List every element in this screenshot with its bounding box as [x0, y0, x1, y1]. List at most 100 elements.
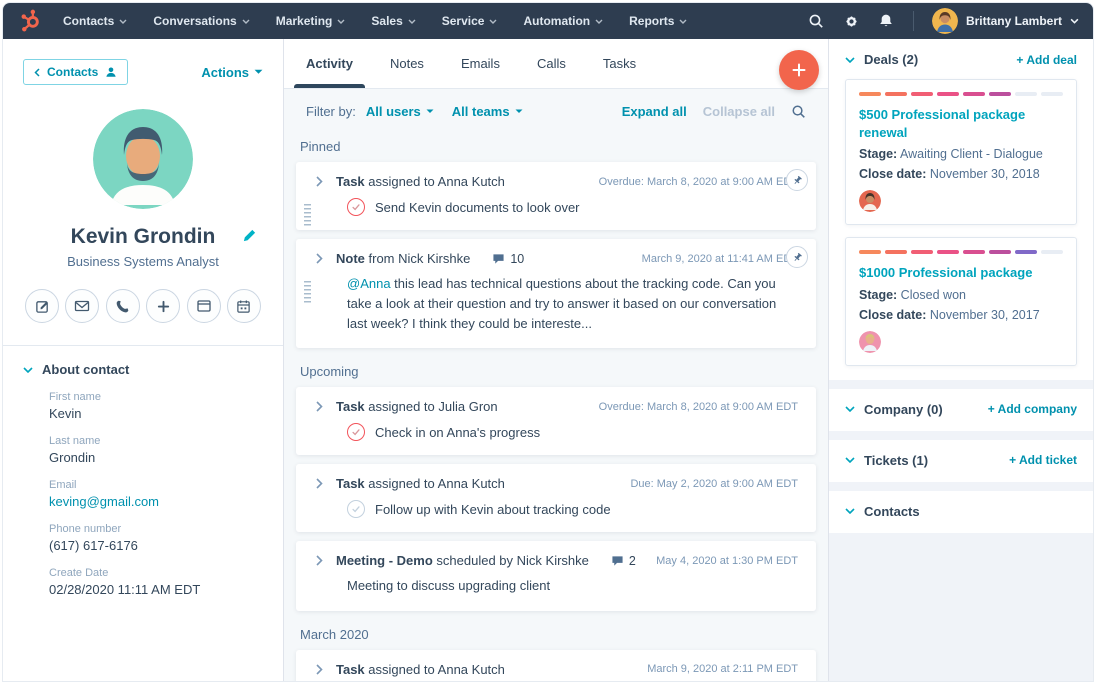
- task-checkbox[interactable]: [347, 500, 365, 519]
- company-panel: Company (0) + Add company: [829, 388, 1093, 431]
- actions-dropdown[interactable]: Actions: [201, 65, 263, 80]
- create-activity-button[interactable]: [779, 50, 819, 90]
- field-create-date: Create Date 02/28/2020 11:11 AM EDT: [49, 567, 201, 597]
- comment-bubble-icon: [493, 253, 504, 264]
- notifications-bell-icon[interactable]: [878, 13, 895, 30]
- card-timestamp: Due: May 2, 2020 at 9:00 AM EDT: [630, 477, 798, 490]
- expand-chevron-icon[interactable]: [316, 663, 323, 675]
- card-subtitle: assigned to Anna Kutch: [364, 661, 505, 677]
- task-checkbox-overdue[interactable]: [347, 198, 365, 216]
- expand-chevron-icon[interactable]: [316, 253, 323, 264]
- field-phone: Phone number (617) 617-6176: [49, 523, 138, 553]
- contact-job-title: Business Systems Analyst: [67, 254, 219, 269]
- add-deal-link[interactable]: + Add deal: [1016, 52, 1077, 67]
- user-name: Brittany Lambert: [965, 14, 1062, 28]
- timeline-card-meeting-demo: Meeting - Demo scheduled by Nick Kirshke…: [296, 541, 816, 611]
- mention-link[interactable]: @Anna: [347, 276, 391, 291]
- section-march-label: March 2020: [300, 626, 369, 642]
- collapse-chevron-icon[interactable]: [845, 457, 855, 464]
- comment-bubble-icon: [612, 556, 623, 566]
- task-button[interactable]: [186, 289, 221, 323]
- deal-title-link[interactable]: $500 Professional package renewal: [859, 107, 1026, 140]
- nav-item-automation[interactable]: Automation: [523, 14, 603, 28]
- schedule-meeting-button[interactable]: [226, 289, 261, 323]
- expand-chevron-icon[interactable]: [316, 555, 323, 566]
- nav-item-contacts[interactable]: Contacts: [63, 14, 127, 28]
- note-body-text[interactable]: @Anna this lead has technical questions …: [347, 276, 777, 332]
- tab-activity[interactable]: Activity: [294, 39, 365, 88]
- deal-close-date: Close date: November 30, 2018: [859, 167, 1040, 182]
- nav-item-sales[interactable]: Sales: [371, 14, 416, 28]
- note-button[interactable]: [25, 289, 59, 323]
- timeline-tabs: Activity Notes Emails Calls Tasks: [284, 39, 828, 89]
- contact-name: Kevin Grondin: [70, 225, 216, 248]
- expand-chevron-icon[interactable]: [316, 478, 323, 489]
- nav-item-label: Sales: [371, 14, 403, 28]
- expand-chevron-icon[interactable]: [316, 401, 323, 412]
- all-teams-dropdown[interactable]: All teams: [452, 104, 523, 119]
- edit-name-pencil-icon[interactable]: [242, 228, 257, 243]
- add-button[interactable]: [146, 289, 181, 323]
- tab-notes[interactable]: Notes: [389, 56, 424, 71]
- nav-item-marketing[interactable]: Marketing: [276, 14, 346, 28]
- about-contact-header[interactable]: About contact: [23, 362, 263, 377]
- nav-item-label: Marketing: [275, 14, 333, 28]
- task-checkbox-overdue[interactable]: [347, 423, 365, 442]
- deals-header[interactable]: Deals (2): [864, 52, 919, 67]
- hubspot-logo-icon[interactable]: [19, 8, 45, 34]
- collapse-chevron-icon[interactable]: [845, 406, 855, 413]
- pin-icon[interactable]: [786, 246, 808, 268]
- all-users-dropdown[interactable]: All users: [366, 104, 434, 119]
- search-icon[interactable]: [808, 13, 825, 30]
- timeline-search-icon[interactable]: [791, 104, 806, 119]
- back-to-contacts-button[interactable]: Contacts: [23, 59, 129, 85]
- collapse-chevron-icon[interactable]: [845, 508, 855, 515]
- card-timestamp: Overdue: March 8, 2020 at 9:00 AM EDT: [598, 175, 798, 188]
- comments-indicator[interactable]: 2: [611, 554, 636, 568]
- tab-tasks[interactable]: Tasks: [602, 56, 637, 71]
- deal-owner-avatar[interactable]: [859, 190, 881, 213]
- comments-indicator[interactable]: 10: [492, 252, 524, 266]
- company-header[interactable]: Company (0): [864, 401, 943, 417]
- nav-item-service[interactable]: Service: [442, 14, 498, 28]
- deal-title-link[interactable]: $1000 Professional package: [859, 265, 1033, 281]
- expand-all-link[interactable]: Expand all: [621, 104, 687, 119]
- user-menu[interactable]: Brittany Lambert: [931, 8, 1079, 34]
- drag-handle[interactable]: [304, 281, 311, 303]
- associations-sidebar: Deals (2) + Add deal $500 Professional p…: [828, 39, 1093, 681]
- settings-gear-icon[interactable]: [843, 13, 860, 30]
- deal-close-date: Close date: November 30, 2017: [859, 307, 1040, 322]
- meeting-body-text[interactable]: Meeting to discuss upgrading client: [347, 578, 551, 594]
- nav-item-conversations[interactable]: Conversations: [153, 14, 250, 28]
- tickets-header[interactable]: Tickets (1): [864, 452, 929, 468]
- collapse-chevron-icon[interactable]: [845, 56, 855, 63]
- activity-timeline: Activity Notes Emails Calls Tasks Filter…: [284, 39, 828, 681]
- add-company-link[interactable]: + Add company: [987, 402, 1077, 417]
- timeline-card-pinned-note: Note from Nick Kirshke 10 March 9, 2020 …: [296, 239, 816, 349]
- call-button[interactable]: [105, 289, 140, 323]
- card-type: Task: [336, 476, 365, 492]
- task-body-text[interactable]: Follow up with Kevin about tracking code: [375, 501, 611, 517]
- timeline-card-task-anna: Task assigned to Anna Kutch Due: May 2, …: [296, 464, 816, 533]
- divider: [3, 345, 283, 346]
- email-link[interactable]: keving@gmail.com: [49, 494, 160, 509]
- card-type: Task: [336, 661, 365, 677]
- card-type: Task: [336, 399, 365, 415]
- add-ticket-link[interactable]: + Add ticket: [1009, 453, 1077, 468]
- timeline-card-task-julia: Task assigned to Julia Gron Overdue: Mar…: [296, 387, 816, 456]
- contacts-header[interactable]: Contacts: [864, 503, 920, 519]
- drag-handle[interactable]: [304, 204, 311, 226]
- expand-chevron-icon[interactable]: [316, 176, 323, 187]
- nav-item-reports[interactable]: Reports: [629, 14, 687, 28]
- card-subtitle: assigned to Anna Kutch: [364, 174, 505, 189]
- task-body-text[interactable]: Check in on Anna's progress: [375, 424, 541, 440]
- tab-emails[interactable]: Emails: [460, 56, 500, 71]
- task-body-text[interactable]: Send Kevin documents to look over: [375, 199, 580, 215]
- pin-icon[interactable]: [786, 169, 808, 191]
- deal-owner-avatar[interactable]: [859, 330, 881, 353]
- email-button[interactable]: [65, 289, 100, 323]
- comment-count: 10: [510, 251, 525, 266]
- contact-avatar: [93, 109, 193, 209]
- tab-calls[interactable]: Calls: [536, 56, 566, 71]
